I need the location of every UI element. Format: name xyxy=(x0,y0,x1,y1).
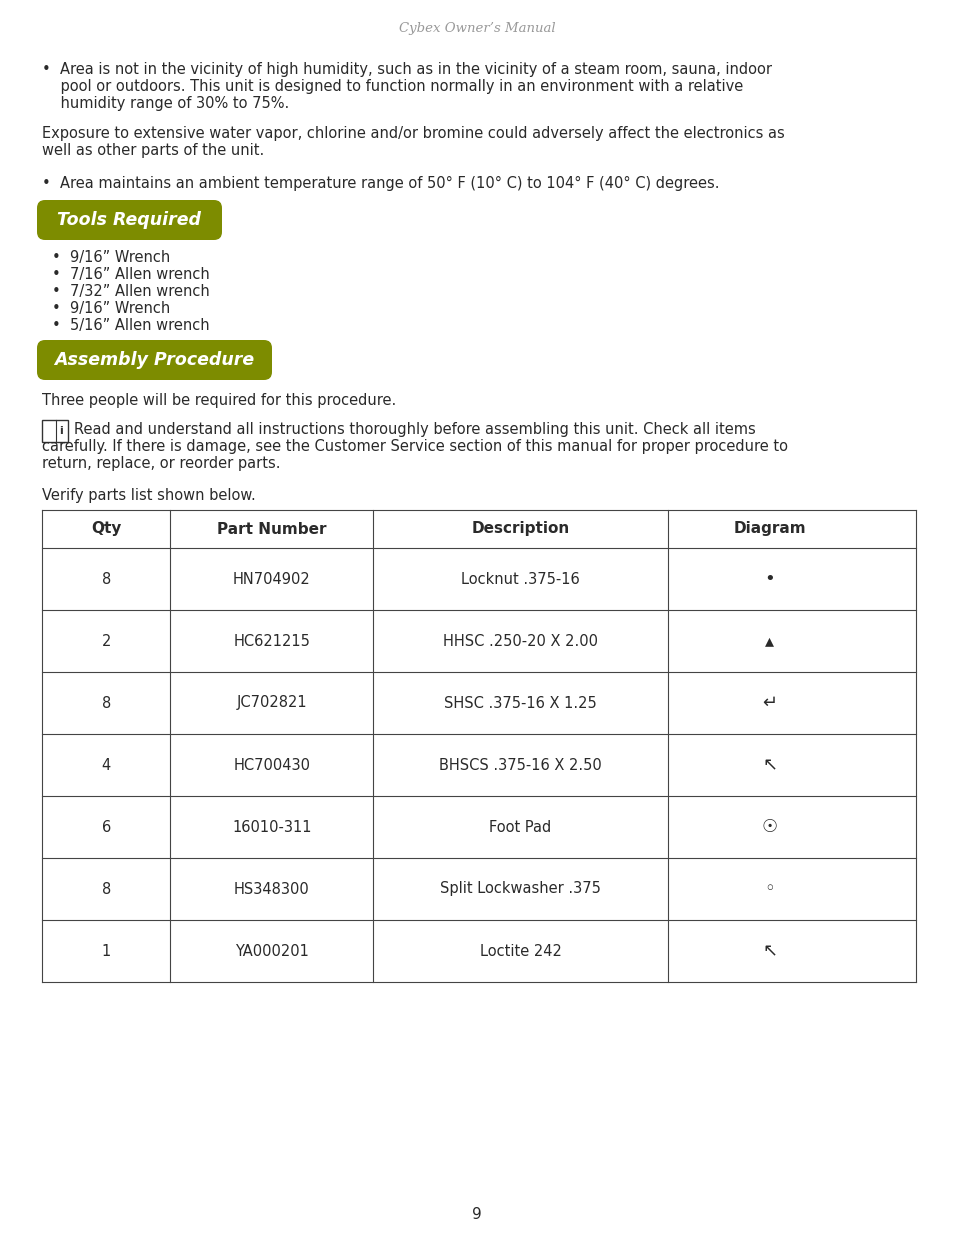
FancyBboxPatch shape xyxy=(37,200,222,240)
Text: Qty: Qty xyxy=(91,521,121,536)
Text: BHSCS .375-16 X 2.50: BHSCS .375-16 X 2.50 xyxy=(438,757,601,773)
Text: HC700430: HC700430 xyxy=(233,757,310,773)
Text: ☉: ☉ xyxy=(760,818,777,836)
Text: HC621215: HC621215 xyxy=(233,634,310,648)
Text: •  9/16” Wrench: • 9/16” Wrench xyxy=(52,249,170,266)
Text: 16010-311: 16010-311 xyxy=(232,820,312,835)
Text: •  5/16” Allen wrench: • 5/16” Allen wrench xyxy=(52,317,210,333)
Text: Loctite 242: Loctite 242 xyxy=(479,944,561,958)
Text: i: i xyxy=(59,426,63,436)
Text: 8: 8 xyxy=(102,572,111,587)
Text: Read and understand all instructions thoroughly before assembling this unit. Che: Read and understand all instructions tho… xyxy=(74,422,755,437)
Text: Tools Required: Tools Required xyxy=(57,211,201,228)
Text: return, replace, or reorder parts.: return, replace, or reorder parts. xyxy=(42,456,280,471)
Text: pool or outdoors. This unit is designed to function normally in an environment w: pool or outdoors. This unit is designed … xyxy=(42,79,742,94)
Text: carefully. If there is damage, see the Customer Service section of this manual f: carefully. If there is damage, see the C… xyxy=(42,438,787,454)
Text: HHSC .250-20 X 2.00: HHSC .250-20 X 2.00 xyxy=(442,634,598,648)
FancyBboxPatch shape xyxy=(42,420,68,442)
Text: Diagram: Diagram xyxy=(733,521,805,536)
Text: 2: 2 xyxy=(101,634,111,648)
Text: •  Area maintains an ambient temperature range of 50° F (10° C) to 104° F (40° C: • Area maintains an ambient temperature … xyxy=(42,177,719,191)
Text: SHSC .375-16 X 1.25: SHSC .375-16 X 1.25 xyxy=(444,695,597,710)
Text: ▴: ▴ xyxy=(764,632,773,650)
Text: Cybex Owner’s Manual: Cybex Owner’s Manual xyxy=(398,22,555,35)
Text: HS348300: HS348300 xyxy=(233,882,310,897)
Text: Three people will be required for this procedure.: Three people will be required for this p… xyxy=(42,393,395,408)
Text: Foot Pad: Foot Pad xyxy=(489,820,551,835)
Text: •  7/32” Allen wrench: • 7/32” Allen wrench xyxy=(52,284,210,299)
Text: ↖: ↖ xyxy=(761,942,777,960)
Text: ↵: ↵ xyxy=(761,694,777,713)
Text: 8: 8 xyxy=(102,695,111,710)
Text: Verify parts list shown below.: Verify parts list shown below. xyxy=(42,488,255,503)
Text: Description: Description xyxy=(471,521,569,536)
Text: ◦: ◦ xyxy=(763,881,774,898)
Text: HN704902: HN704902 xyxy=(233,572,311,587)
Text: ↖: ↖ xyxy=(761,756,777,774)
Text: YA000201: YA000201 xyxy=(234,944,309,958)
Text: Exposure to extensive water vapor, chlorine and/or bromine could adversely affec: Exposure to extensive water vapor, chlor… xyxy=(42,126,784,141)
Text: •: • xyxy=(763,571,774,588)
Text: 9: 9 xyxy=(472,1207,481,1221)
Text: •  7/16” Allen wrench: • 7/16” Allen wrench xyxy=(52,267,210,282)
Text: 4: 4 xyxy=(102,757,111,773)
Text: 8: 8 xyxy=(102,882,111,897)
Text: Assembly Procedure: Assembly Procedure xyxy=(54,351,254,369)
Text: 1: 1 xyxy=(102,944,111,958)
Text: humidity range of 30% to 75%.: humidity range of 30% to 75%. xyxy=(42,96,289,111)
Text: Part Number: Part Number xyxy=(217,521,326,536)
Text: Locknut .375-16: Locknut .375-16 xyxy=(460,572,579,587)
Text: Split Lockwasher .375: Split Lockwasher .375 xyxy=(439,882,600,897)
Text: •  9/16” Wrench: • 9/16” Wrench xyxy=(52,301,170,316)
Text: 6: 6 xyxy=(102,820,111,835)
FancyBboxPatch shape xyxy=(37,340,272,380)
Text: JC702821: JC702821 xyxy=(236,695,307,710)
Text: well as other parts of the unit.: well as other parts of the unit. xyxy=(42,143,264,158)
Text: •  Area is not in the vicinity of high humidity, such as in the vicinity of a st: • Area is not in the vicinity of high hu… xyxy=(42,62,771,77)
